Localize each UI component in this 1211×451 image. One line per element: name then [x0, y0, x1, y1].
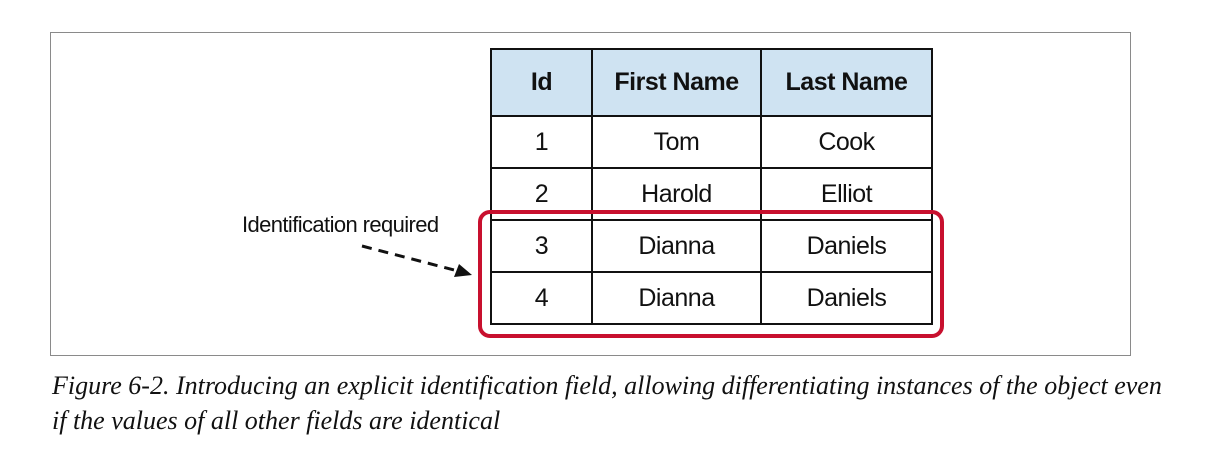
cell-id: 1 [490, 115, 593, 169]
cell-id: 4 [490, 271, 593, 325]
table-row: 4 Dianna Daniels [490, 271, 933, 325]
dashed-arrow-icon [361, 244, 472, 277]
cell-last-name: Cook [760, 115, 933, 169]
table-header-row: Id First Name Last Name [490, 48, 933, 117]
records-table: Id First Name Last Name 1 Tom Cook 2 Har… [490, 48, 933, 325]
table-row: 3 Dianna Daniels [490, 219, 933, 273]
table-row: 1 Tom Cook [490, 115, 933, 169]
cell-id: 3 [490, 219, 593, 273]
cell-first-name: Dianna [591, 271, 762, 325]
annotation-label: Identification required [242, 212, 439, 237]
header-first-name: First Name [591, 48, 762, 117]
figure-frame [50, 32, 1131, 356]
duplicate-rows-highlight [478, 210, 944, 338]
figure-caption: Figure 6-2. Introducing an explicit iden… [52, 371, 1162, 435]
cell-first-name: Tom [591, 115, 762, 169]
header-last-name: Last Name [760, 48, 933, 117]
cell-first-name: Dianna [591, 219, 762, 273]
header-id: Id [490, 48, 593, 117]
cell-last-name: Daniels [760, 219, 933, 273]
cell-last-name: Daniels [760, 271, 933, 325]
